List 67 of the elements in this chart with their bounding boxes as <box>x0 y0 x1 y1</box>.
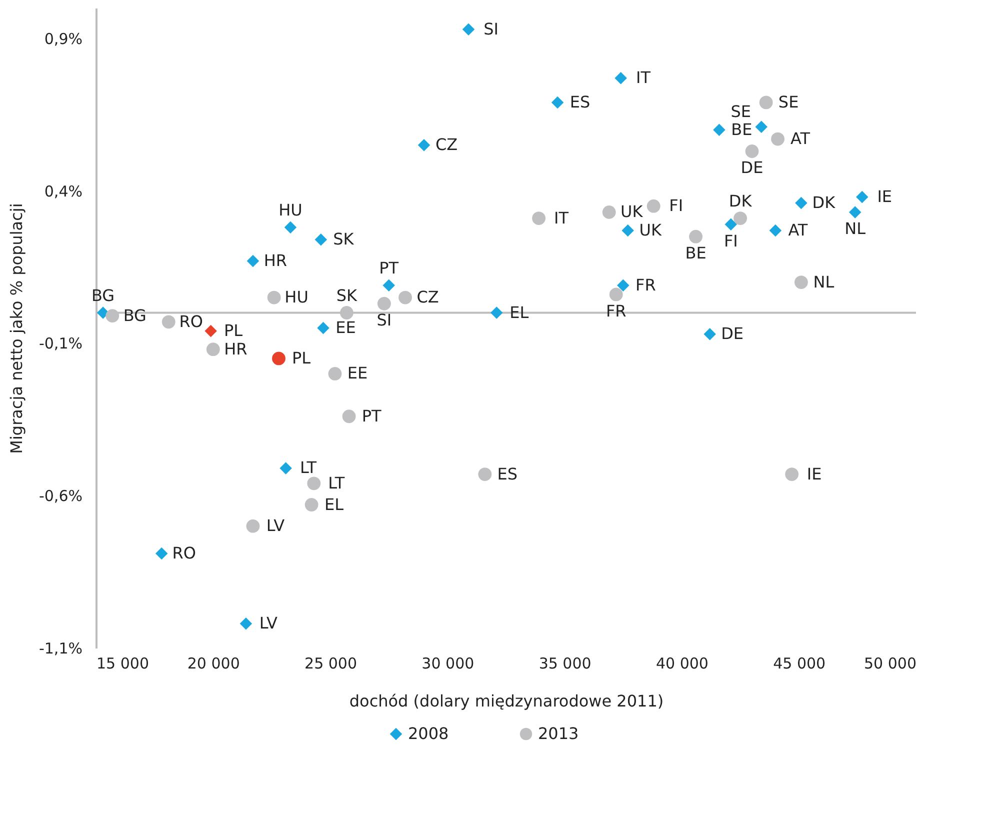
data-label: PT <box>362 406 382 426</box>
x-tick-label: 25 000 <box>304 654 358 672</box>
legend-label: 2013 <box>538 724 579 743</box>
data-label: BE <box>731 120 752 139</box>
data-label: ES <box>497 464 518 484</box>
data-label: PT <box>379 258 399 278</box>
data-label: HR <box>224 339 248 358</box>
y-tick-label: 0,4% <box>44 182 82 200</box>
data-label: BE <box>685 244 706 263</box>
data-label: HU <box>278 200 302 220</box>
x-tick-label: 50 000 <box>864 654 916 672</box>
data-label: EL <box>510 302 529 322</box>
legend-label: 2008 <box>408 724 449 743</box>
data-label: SE <box>730 102 752 121</box>
data-label: IT <box>554 208 569 228</box>
data-label: CZ <box>416 288 439 307</box>
x-tick-label: 15 000 <box>96 654 149 672</box>
x-axis-title: dochód (dolary międzynarodowe 2011) <box>349 692 664 710</box>
x-tick-label: 20 000 <box>187 654 240 672</box>
y-axis-title: Migracja netto jako % populacji <box>6 203 26 454</box>
data-label: HU <box>284 288 308 307</box>
data-label: IT <box>636 68 651 88</box>
data-label: SK <box>336 286 358 305</box>
data-label: DE <box>721 324 744 344</box>
data-label: LV <box>266 516 285 536</box>
data-label: SI <box>376 310 392 330</box>
data-label: FR <box>635 275 656 294</box>
data-label: EL <box>324 494 344 514</box>
data-label: UK <box>620 202 644 222</box>
data-label: NL <box>813 272 834 292</box>
data-label: AT <box>790 129 810 148</box>
data-label: SE <box>778 92 799 112</box>
y-tick-label: -0,1% <box>38 334 82 353</box>
data-label: RO <box>172 544 196 563</box>
y-tick-label: -0,6% <box>38 487 82 506</box>
data-label: PL <box>224 321 243 340</box>
data-label: PL <box>292 348 311 368</box>
x-tick-label: 30 000 <box>422 654 474 672</box>
data-label: SK <box>333 230 354 249</box>
data-label: FR <box>606 301 626 320</box>
data-label: HR <box>264 250 288 270</box>
y-tick-label: 0,9% <box>44 30 82 48</box>
x-tick-label: 35 000 <box>538 654 592 672</box>
data-label: LT <box>300 458 317 478</box>
data-label: EE <box>336 318 356 337</box>
data-label: IE <box>877 186 892 206</box>
data-label: DE <box>740 158 764 178</box>
data-label: LT <box>328 473 345 492</box>
data-label: EE <box>347 364 368 383</box>
x-tick-label: 45 000 <box>773 654 826 672</box>
data-label: UK <box>639 220 662 240</box>
data-label: IE <box>806 464 822 484</box>
data-label: RO <box>179 312 203 331</box>
data-label: NL <box>844 219 866 238</box>
y-tick-label: -1,1% <box>38 640 82 658</box>
data-label: BG <box>91 286 115 305</box>
data-label: FI <box>724 231 738 250</box>
data-label: BG <box>123 306 146 325</box>
data-label: DK <box>728 191 752 210</box>
data-label: SI <box>484 19 498 38</box>
data-label: LV <box>259 614 278 633</box>
data-label: AT <box>788 220 808 240</box>
data-label: DK <box>812 193 836 212</box>
data-label: FI <box>669 196 684 216</box>
data-label: CZ <box>435 135 458 154</box>
x-tick-label: 40 000 <box>656 654 708 672</box>
data-label: ES <box>570 92 590 112</box>
